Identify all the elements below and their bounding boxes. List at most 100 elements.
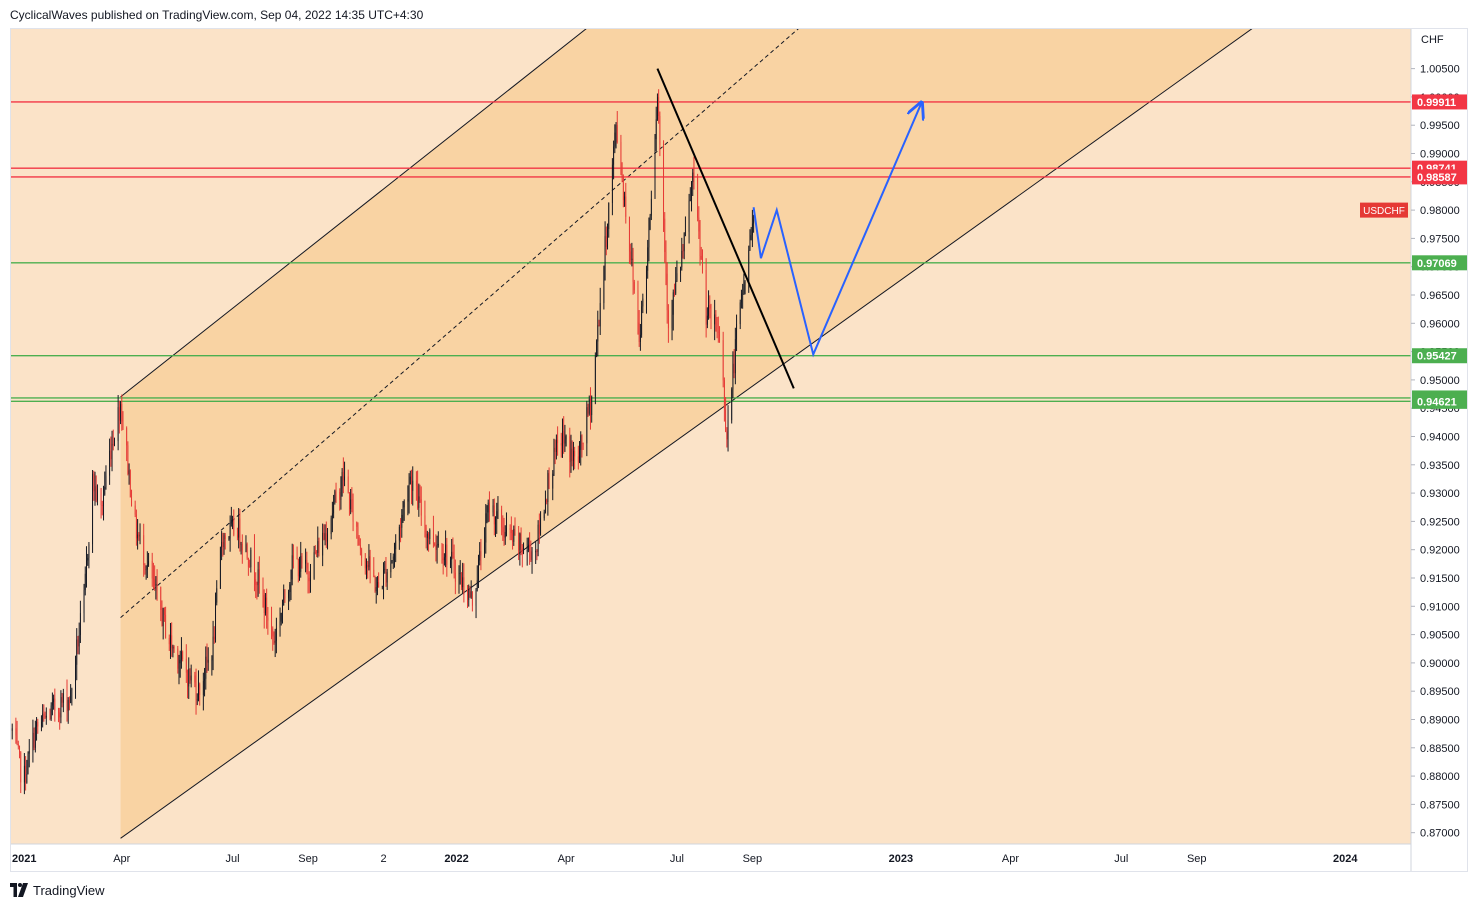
candle-body (198, 684, 199, 700)
level-badge[interactable]: 0.98587 (1412, 169, 1467, 185)
candle-body (748, 250, 750, 283)
candle-body (521, 548, 523, 554)
symbol-badge[interactable]: USDCHF (1360, 202, 1408, 218)
candle-body (62, 693, 64, 703)
candle-body (613, 146, 615, 165)
candle-body (126, 428, 128, 446)
candle-body (45, 715, 47, 718)
candle-body (693, 172, 695, 177)
level-badge[interactable]: 0.95427 (1412, 348, 1467, 364)
candle-body (70, 689, 72, 704)
candle-body (138, 534, 140, 537)
channel-median-line[interactable] (120, 29, 864, 618)
candle-body (442, 558, 444, 561)
plot-area[interactable] (11, 29, 1411, 844)
channel-lower-line[interactable] (120, 29, 1411, 839)
candle-body (506, 528, 507, 532)
candle-body (317, 541, 319, 553)
candle-body (300, 556, 302, 572)
candle-body (245, 544, 247, 551)
symbol-badge-bg (1360, 202, 1408, 218)
level-badge-bg (1412, 169, 1467, 185)
candle-body (61, 697, 63, 703)
channel-upper-line[interactable] (120, 29, 658, 398)
candle-body (146, 564, 148, 570)
candle-body (324, 533, 326, 540)
candle-body (577, 456, 579, 463)
candle-body (710, 308, 712, 325)
level-badge[interactable]: 0.94621 (1412, 393, 1467, 409)
candle-body (475, 588, 477, 606)
candle-body (283, 589, 285, 606)
candle-body (111, 443, 113, 460)
candle-body (698, 217, 700, 232)
candle-body (384, 569, 386, 570)
downtrend-line[interactable] (656, 68, 795, 389)
candle-body (520, 533, 522, 549)
candle-body (53, 698, 55, 703)
candle-body (117, 407, 119, 442)
candle-body (284, 589, 286, 599)
candle-body (257, 569, 259, 585)
x-tick-label: Jul (1114, 853, 1128, 865)
x-tick-label: 2021 (12, 853, 36, 865)
candle-body (666, 273, 668, 311)
candle-body (267, 617, 269, 621)
candle-body (571, 448, 573, 462)
candle-body (23, 765, 25, 783)
candle-body (557, 439, 559, 444)
candle-body (750, 235, 752, 241)
candle-body (489, 502, 490, 513)
chart-area[interactable]: CHF 0.87000 0.87500 0.88000 0.88500 0.89000 0.… (10, 28, 1468, 872)
projection-path[interactable] (752, 103, 922, 358)
candle-body (688, 200, 690, 232)
x-tick-label: Apr (1002, 853, 1019, 865)
candle-body (179, 659, 181, 664)
candle-body (256, 584, 258, 586)
candle-body (290, 579, 292, 585)
candle-body (739, 302, 741, 325)
time-axis[interactable]: 2021 Apr Jul Sep 2 2022 Apr Jul Sep 2023 Apr Jul Sep… (12, 853, 1358, 865)
candle-body (708, 305, 709, 316)
candle-body (356, 521, 358, 527)
symbol-badge-label: USDCHF (1363, 206, 1405, 217)
candle-body (433, 529, 434, 544)
candle-body (479, 551, 481, 561)
candle-body (486, 512, 488, 514)
candle-body (495, 518, 496, 525)
candle-body (313, 552, 315, 579)
candle-body (122, 421, 124, 429)
price-chart[interactable]: CHF 0.87000 0.87500 0.88000 0.88500 0.89000 0.… (11, 29, 1467, 871)
candle-body (412, 480, 414, 491)
candle-body (629, 216, 630, 252)
footer-brand[interactable]: TradingView (10, 880, 105, 900)
x-tick-label: Sep (1187, 853, 1207, 865)
candle-body (484, 542, 485, 557)
candle-body (246, 544, 248, 559)
candle-body (680, 267, 681, 274)
candle-body (616, 125, 618, 142)
candle-body (676, 273, 678, 281)
y-tick-label: 0.87000 (1420, 828, 1460, 840)
x-tick-label: Sep (743, 853, 763, 865)
level-badge[interactable]: 0.99911 (1412, 94, 1467, 110)
candle-body (664, 218, 666, 253)
candle-body (622, 177, 624, 201)
x-tick-label: Apr (113, 853, 130, 865)
candle-body (333, 502, 335, 514)
candle-body (255, 579, 257, 585)
price-axis[interactable]: CHF 0.87000 0.87500 0.88000 0.88500 0.89000 0.… (1411, 34, 1460, 840)
candle-body (611, 164, 613, 203)
candle-body (239, 518, 241, 545)
candle-body (190, 675, 192, 681)
candle-body (434, 543, 436, 545)
candle-body (555, 439, 557, 452)
candle-body (487, 502, 489, 513)
candle-body (400, 526, 401, 528)
candle-body (753, 219, 755, 224)
y-tick-label: 0.98000 (1420, 205, 1460, 217)
y-tick-label: 0.89500 (1420, 686, 1460, 698)
candle-body (161, 609, 163, 626)
level-badge[interactable]: 0.97069 (1412, 255, 1467, 271)
candle-body (493, 505, 495, 525)
